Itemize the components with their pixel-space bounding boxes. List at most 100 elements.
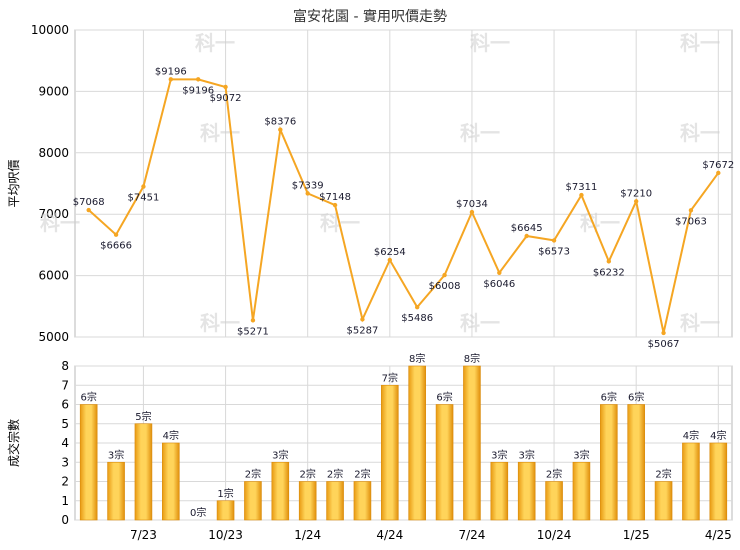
count-bar bbox=[682, 442, 700, 521]
count-data-label: 3宗 bbox=[519, 448, 535, 461]
price-data-label: $9072 bbox=[210, 93, 242, 104]
bar-x-tick-label: 4/24 bbox=[376, 528, 403, 542]
count-bar bbox=[572, 461, 591, 521]
count-data-label: 1宗 bbox=[217, 487, 233, 500]
watermark-text: 科一 bbox=[470, 31, 510, 55]
count-data-label: 2宗 bbox=[300, 468, 316, 481]
price-point bbox=[278, 127, 283, 132]
count-data-label: 2宗 bbox=[354, 468, 370, 481]
price-data-label: $5486 bbox=[401, 313, 433, 324]
price-data-label: $7034 bbox=[456, 199, 488, 210]
count-data-label: 0宗 bbox=[190, 506, 206, 519]
count-data-label: 4宗 bbox=[163, 429, 179, 442]
bar-y-tick-label: 0 bbox=[61, 513, 69, 527]
bar-y-tick-label: 8 bbox=[61, 359, 69, 373]
price-point bbox=[414, 304, 420, 310]
price-point bbox=[579, 192, 584, 198]
count-data-label: 6宗 bbox=[81, 391, 97, 404]
price-point bbox=[223, 84, 228, 90]
line-y-tick-label: 9000 bbox=[38, 84, 69, 98]
count-data-label: 7宗 bbox=[382, 371, 398, 384]
count-data-label: 4宗 bbox=[710, 429, 726, 442]
watermark-text: 科一 bbox=[460, 121, 500, 145]
count-bar bbox=[244, 481, 262, 521]
price-point bbox=[195, 77, 201, 82]
bar-x-tick-label: 1/25 bbox=[623, 528, 650, 542]
count-data-label: 5宗 bbox=[135, 410, 151, 423]
bar-y-tick-label: 7 bbox=[61, 378, 69, 392]
count-bar bbox=[79, 404, 98, 521]
count-data-label: 2宗 bbox=[546, 468, 562, 481]
line-y-axis-label: 平均呎價 bbox=[7, 159, 21, 207]
count-bar bbox=[353, 481, 372, 521]
count-bar bbox=[107, 461, 125, 521]
price-data-label: $5287 bbox=[347, 325, 379, 336]
watermark-text: 科一 bbox=[580, 211, 620, 235]
bar-y-tick-label: 4 bbox=[61, 436, 69, 450]
price-point bbox=[716, 170, 721, 176]
line-y-tick-label: 10000 bbox=[31, 23, 69, 37]
price-point bbox=[360, 317, 365, 322]
price-point bbox=[606, 259, 612, 264]
count-data-label: 2宗 bbox=[245, 468, 261, 481]
price-point bbox=[524, 233, 529, 239]
price-data-label: $7339 bbox=[292, 180, 324, 191]
price-data-label: $6645 bbox=[511, 223, 543, 234]
count-bar bbox=[435, 404, 454, 521]
count-bar bbox=[709, 442, 728, 521]
watermark-text: 科一 bbox=[40, 211, 80, 235]
count-bar bbox=[134, 423, 153, 521]
count-data-label: 2宗 bbox=[327, 468, 343, 481]
price-data-label: $8376 bbox=[264, 117, 296, 128]
price-point bbox=[332, 202, 338, 208]
count-bar bbox=[545, 481, 563, 521]
price-data-label: $6254 bbox=[374, 247, 406, 258]
line-y-tick-label: 5000 bbox=[38, 330, 69, 344]
price-data-label: $6573 bbox=[538, 246, 570, 257]
watermark-text: 科一 bbox=[680, 31, 720, 55]
count-bar bbox=[517, 461, 536, 521]
count-data-label: 4宗 bbox=[683, 429, 699, 442]
bar-y-tick-label: 5 bbox=[61, 417, 69, 431]
price-point bbox=[113, 232, 119, 237]
watermark-text: 科一 bbox=[195, 31, 235, 55]
bar-y-tick-label: 3 bbox=[61, 455, 69, 469]
line-y-tick-label: 7000 bbox=[38, 207, 69, 221]
watermark-text: 科一 bbox=[200, 121, 240, 145]
price-data-label: $9196 bbox=[182, 85, 214, 96]
price-data-label: $6046 bbox=[483, 279, 515, 290]
bar-x-tick-label: 7/24 bbox=[458, 528, 485, 542]
count-bar bbox=[162, 442, 180, 521]
price-data-label: $7311 bbox=[566, 182, 598, 193]
price-data-label: $5067 bbox=[648, 339, 680, 350]
price-point bbox=[688, 208, 694, 213]
price-point bbox=[86, 207, 91, 213]
count-bar bbox=[326, 481, 344, 521]
line-y-tick-label: 6000 bbox=[38, 269, 69, 283]
count-bar bbox=[600, 404, 618, 521]
bar-x-tick-label: 10/23 bbox=[208, 528, 243, 542]
count-data-label: 3宗 bbox=[573, 448, 589, 461]
bar-x-tick-label: 7/23 bbox=[130, 528, 157, 542]
count-bar bbox=[490, 461, 509, 521]
price-data-label: $7148 bbox=[319, 192, 351, 203]
watermark-text: 科一 bbox=[680, 311, 720, 335]
count-data-label: 2宗 bbox=[655, 468, 671, 481]
count-bar bbox=[408, 365, 426, 521]
price-point bbox=[305, 191, 310, 196]
count-bar bbox=[654, 481, 673, 521]
count-data-label: 3宗 bbox=[108, 448, 124, 461]
count-bar bbox=[463, 365, 481, 521]
price-point bbox=[141, 184, 146, 189]
count-bar bbox=[627, 404, 645, 521]
count-bar bbox=[298, 481, 317, 521]
price-point bbox=[387, 257, 393, 263]
line-y-tick-label: 8000 bbox=[38, 146, 69, 160]
watermark-text: 科一 bbox=[200, 311, 240, 335]
bar-y-tick-label: 6 bbox=[61, 398, 69, 412]
price-point bbox=[442, 272, 447, 278]
count-data-label: 6宗 bbox=[601, 391, 617, 404]
price-data-label: $7451 bbox=[128, 193, 160, 204]
